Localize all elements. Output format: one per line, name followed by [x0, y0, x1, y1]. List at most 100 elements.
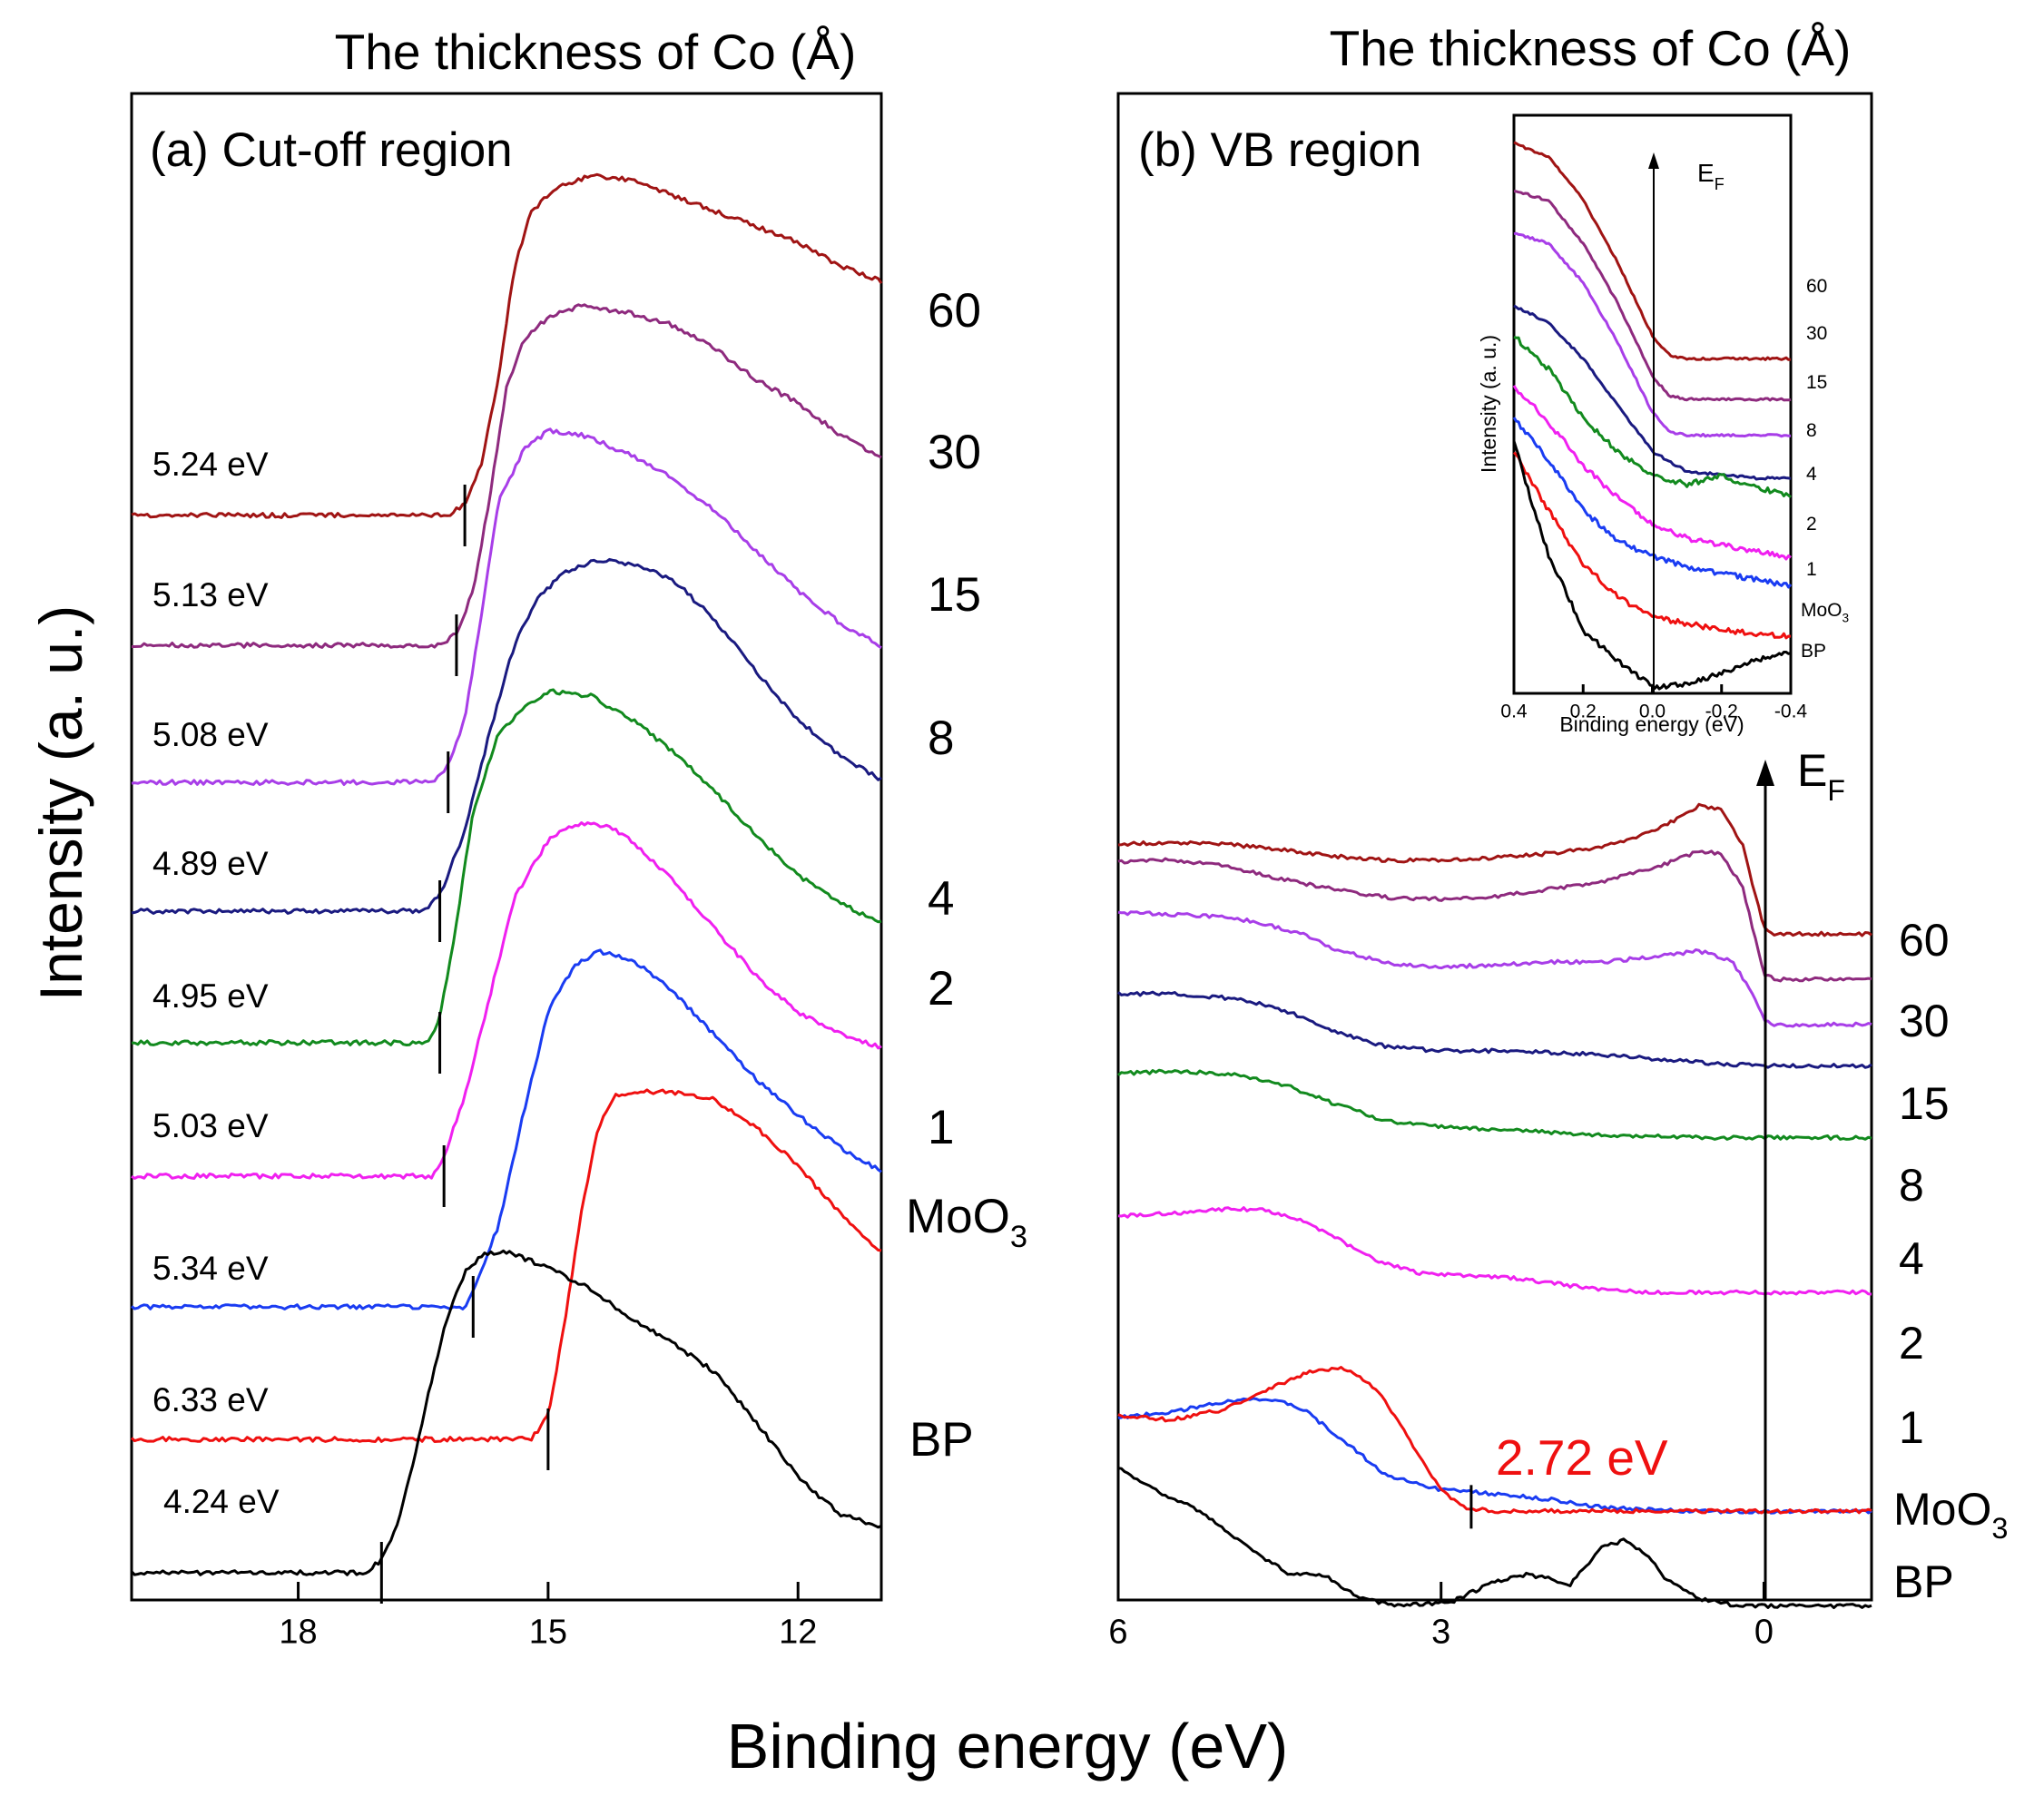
mo-o3-vbm-label: 2.72 eV [1496, 1429, 1668, 1486]
panel-a-trace-15 [131, 427, 882, 786]
panel-b-tick-label-0: 0 [1754, 1614, 1774, 1652]
panel-a-trace-2 [131, 821, 882, 1180]
y-axis-label: Intensity (a. u.) [27, 605, 94, 1002]
panel-b-series-label-moo3: MoO3 [1893, 1484, 2008, 1545]
panel-a-trace-60 [131, 172, 883, 519]
inset-series-label-1: 1 [1806, 559, 1817, 580]
panel-b-trace-2 [1117, 1206, 1872, 1296]
inset-trace-60 [1513, 141, 1792, 361]
panel-b-title: (b) VB region [1138, 123, 1421, 177]
panel-a-series-label-4: 4 [928, 872, 954, 926]
panel-a: The thickness of Co (Å) (a) Cut-off regi… [130, 24, 1027, 1652]
panel-a-cutoff-label-2: 5.03 eV [152, 1107, 269, 1144]
panel-a-title: (a) Cut-off region [150, 123, 513, 177]
panel-a-trace-bp [130, 1249, 882, 1576]
inset-fermi-arrowhead [1648, 152, 1659, 169]
panel-a-series-label-bp: BP [909, 1413, 974, 1467]
panel-b-top-label: The thickness of Co (Å) [1330, 20, 1852, 76]
panel-a-traces: 5.24 eV 60 5.13 eV 30 5.08 eV 15 4.89 eV 8 4.95 … [130, 172, 1027, 1604]
panel-a-cutoff-label-8: 4.89 eV [152, 845, 269, 882]
inset-series-label-60: 60 [1806, 276, 1827, 297]
inset-series-label-4: 4 [1806, 464, 1817, 485]
panel-b-trace-moo3 [1117, 1366, 1872, 1515]
panel-a-cutoff-label-30: 5.13 eV [152, 576, 269, 613]
panel-a-series-label-15: 15 [928, 568, 981, 622]
panel-b-trace-30 [1117, 849, 1872, 983]
inset-series-label-moo3: MoO3 [1801, 600, 1849, 624]
panel-b-trace-1 [1117, 1397, 1872, 1515]
panel-b-series-label-bp: BP [1893, 1556, 1954, 1607]
panel-a-top-label: The thickness of Co (Å) [335, 24, 857, 80]
panel-b-trace-bp [1117, 1467, 1872, 1609]
panel-b-series-label-15: 15 [1899, 1078, 1950, 1129]
inset-trace-4 [1513, 335, 1792, 499]
panel-a-cutoff-label-1: 5.34 eV [152, 1250, 269, 1287]
inset-series-label-2: 2 [1806, 514, 1817, 535]
panel-b-x-ticks: 6 3 0 [1108, 1582, 1774, 1652]
panel-b-frame [1116, 92, 1873, 1602]
inset-x-ticks: 0.4 0.2 0.0 -0.2 -0.4 [1500, 684, 1807, 721]
inset-trace-8 [1513, 304, 1792, 481]
mo-o3-vbm-annotation: 2.72 eV [1469, 1429, 1668, 1529]
x-axis-label: Binding energy (eV) [727, 1711, 1289, 1781]
panel-b: The thickness of Co (Å) (b) VB region 6 3… [1108, 20, 2008, 1652]
panel-b-traces: 60 30 15 8 4 2 1 MoO3 BP [1117, 802, 2008, 1609]
inset-traces: 60 30 15 8 4 2 1 MoO3 BP [1512, 141, 1849, 691]
inset-series-label-30: 30 [1806, 323, 1827, 344]
fermi-level-arrowhead [1756, 760, 1774, 786]
inset-tick-label--0-2: -0.2 [1705, 701, 1738, 721]
panel-a-series-label-1: 1 [928, 1101, 954, 1154]
inset-trace-15 [1513, 231, 1792, 438]
inset-tick-label--0-4: -0.4 [1774, 701, 1808, 721]
panel-a-series-label-8: 8 [928, 712, 954, 765]
inset-trace-2 [1512, 385, 1792, 561]
panel-a-trace-30 [132, 303, 882, 649]
inset-series-label-8: 8 [1806, 420, 1817, 441]
panel-a-trace-8 [131, 557, 882, 915]
panel-a-frame [130, 92, 883, 1602]
panel-a-trace-4 [131, 688, 882, 1046]
panel-b-trace-4 [1117, 1068, 1872, 1141]
panel-a-cutoff-label-60: 5.24 eV [152, 446, 269, 483]
panel-a-x-ticks: 18 15 12 [279, 1582, 817, 1652]
panel-b-trace-15 [1117, 910, 1872, 1028]
panel-a-tick-label-12: 12 [779, 1614, 817, 1652]
inset-tick-label-0-2: 0.2 [1570, 701, 1597, 721]
panel-a-cutoff-label-moo3: 6.33 eV [152, 1381, 269, 1418]
inset-frame [1512, 113, 1793, 695]
inset-y-axis-label: Intensity (a. u.) [1477, 335, 1500, 473]
panel-a-trace-1 [131, 948, 882, 1310]
inset-fermi-label: EF [1697, 159, 1725, 193]
panel-a-cutoff-label-4: 4.95 eV [152, 977, 269, 1015]
inset-trace-bp [1512, 440, 1792, 691]
panel-b-series-label-2: 2 [1899, 1318, 1924, 1369]
panel-a-series-label-60: 60 [928, 284, 981, 338]
inset-tick-label-0-4: 0.4 [1500, 701, 1528, 721]
panel-a-tick-label-18: 18 [279, 1614, 317, 1652]
panel-b-trace-8 [1117, 990, 1872, 1069]
inset-series-label-15: 15 [1806, 372, 1827, 393]
panel-a-series-label-30: 30 [928, 426, 981, 479]
inset-trace-30 [1513, 190, 1792, 402]
panel-b-inset: Intensity (a. u.) Binding energy (eV) 0.… [1477, 113, 1849, 736]
panel-a-series-label-2: 2 [928, 962, 954, 1016]
inset-series-label-bp: BP [1801, 641, 1826, 662]
panel-b-series-label-30: 30 [1899, 996, 1950, 1046]
panel-b-tick-label-6: 6 [1108, 1614, 1127, 1652]
panel-a-tick-label-15: 15 [529, 1614, 567, 1652]
panel-a-cutoff-label-15: 5.08 eV [152, 716, 269, 753]
fermi-level-label: EF [1797, 745, 1845, 807]
panel-b-series-label-4: 4 [1899, 1233, 1924, 1284]
panel-a-trace-moo3 [130, 1088, 882, 1443]
inset-trace-1 [1512, 417, 1793, 589]
panel-b-series-label-8: 8 [1899, 1160, 1924, 1211]
panel-a-cutoff-label-bp: 4.24 eV [163, 1483, 280, 1520]
panel-b-series-label-60: 60 [1899, 915, 1950, 966]
inset-trace-moo3 [1512, 451, 1792, 640]
panel-b-trace-60 [1117, 802, 1872, 937]
panel-b-tick-label-3: 3 [1431, 1614, 1450, 1652]
inset-x-axis-label: Binding energy (eV) [1559, 712, 1744, 736]
inset-tick-label-0-0: 0.0 [1639, 701, 1666, 721]
panel-b-series-label-1: 1 [1899, 1402, 1924, 1453]
